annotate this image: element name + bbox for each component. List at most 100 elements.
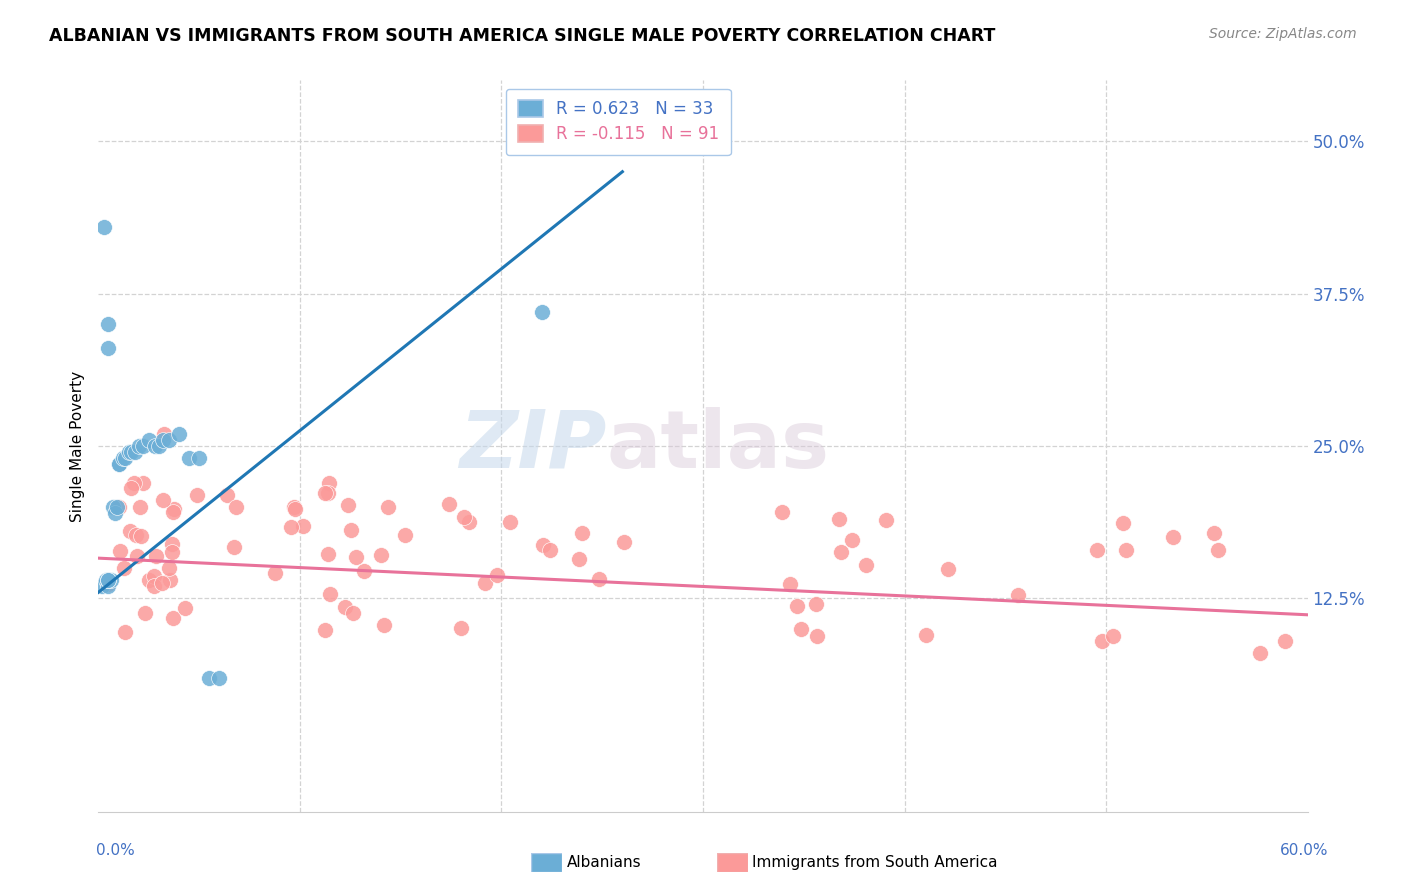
Point <box>103 506 125 520</box>
Point <box>335 600 357 615</box>
Point <box>915 628 938 642</box>
Point <box>127 549 149 563</box>
Point <box>458 515 481 529</box>
Point <box>111 451 134 466</box>
Point <box>786 599 808 614</box>
Point <box>314 486 336 500</box>
Point <box>132 475 155 490</box>
Point <box>129 528 152 542</box>
Point <box>208 671 231 685</box>
Point <box>770 505 793 519</box>
Point <box>224 540 246 554</box>
Point <box>179 451 201 466</box>
Text: ZIP: ZIP <box>458 407 606 485</box>
Point <box>319 587 342 601</box>
Point <box>108 544 131 558</box>
Point <box>157 433 180 447</box>
Point <box>153 426 176 441</box>
Point <box>283 500 305 514</box>
Point <box>370 548 392 562</box>
Point <box>143 439 166 453</box>
Point <box>120 524 142 539</box>
Point <box>162 545 184 559</box>
Point <box>613 535 636 549</box>
Point <box>1007 588 1029 602</box>
Point <box>1112 516 1135 530</box>
Text: Source: ZipAtlas.com: Source: ZipAtlas.com <box>1209 27 1357 41</box>
Point <box>344 550 367 565</box>
Point <box>342 606 364 620</box>
Point <box>112 561 135 575</box>
Point <box>588 572 610 586</box>
Point <box>162 505 184 519</box>
Point <box>97 577 120 591</box>
Point <box>450 622 472 636</box>
Point <box>132 439 155 453</box>
Point <box>128 439 150 453</box>
Point <box>163 502 186 516</box>
Point <box>138 433 160 447</box>
Point <box>105 500 128 514</box>
Point <box>215 488 238 502</box>
Point <box>100 573 122 587</box>
Point <box>280 520 302 534</box>
Point <box>316 486 339 500</box>
Point <box>318 475 340 490</box>
Point <box>377 500 399 514</box>
Point <box>97 573 120 587</box>
Point <box>186 488 208 502</box>
Point <box>97 573 120 587</box>
Point <box>152 433 174 447</box>
Point <box>97 579 120 593</box>
Point <box>108 500 131 514</box>
Point <box>1087 542 1109 557</box>
Point <box>486 568 509 582</box>
Point <box>806 597 828 611</box>
Point <box>806 629 828 643</box>
Point <box>453 510 475 524</box>
Point <box>107 458 129 472</box>
Point <box>1274 634 1296 648</box>
Point <box>225 500 247 514</box>
Point <box>97 573 120 587</box>
Point <box>1091 634 1114 648</box>
Point <box>198 671 221 685</box>
Point <box>142 569 165 583</box>
Point <box>1208 542 1230 557</box>
Point <box>160 536 183 550</box>
Point <box>568 552 591 566</box>
Text: 0.0%: 0.0% <box>96 843 135 858</box>
Point <box>157 561 180 575</box>
Point <box>167 426 190 441</box>
Point <box>571 526 593 541</box>
Point <box>129 500 152 514</box>
Point <box>538 542 561 557</box>
Point <box>101 500 124 514</box>
Point <box>148 439 170 453</box>
Point <box>138 573 160 587</box>
Point <box>474 576 496 591</box>
Point <box>531 538 554 552</box>
Legend: R = 0.623   N = 33, R = -0.115   N = 91: R = 0.623 N = 33, R = -0.115 N = 91 <box>506 88 731 155</box>
Point <box>875 513 897 527</box>
Text: ALBANIAN VS IMMIGRANTS FROM SOUTH AMERICA SINGLE MALE POVERTY CORRELATION CHART: ALBANIAN VS IMMIGRANTS FROM SOUTH AMERIC… <box>49 27 995 45</box>
Text: 60.0%: 60.0% <box>1281 843 1329 858</box>
Point <box>142 579 165 593</box>
Point <box>97 317 120 331</box>
Point <box>173 601 195 615</box>
Point <box>162 610 184 624</box>
Point <box>855 558 877 572</box>
Point <box>337 499 360 513</box>
Text: Albanians: Albanians <box>567 855 641 870</box>
Point <box>828 512 851 526</box>
Point <box>353 564 375 578</box>
Point <box>394 528 416 542</box>
Point <box>91 579 114 593</box>
Point <box>114 451 136 466</box>
Point <box>188 451 211 466</box>
Point <box>1204 525 1226 540</box>
Point <box>291 519 314 533</box>
Point <box>314 623 336 637</box>
Point <box>150 576 173 591</box>
Point <box>1249 646 1271 660</box>
